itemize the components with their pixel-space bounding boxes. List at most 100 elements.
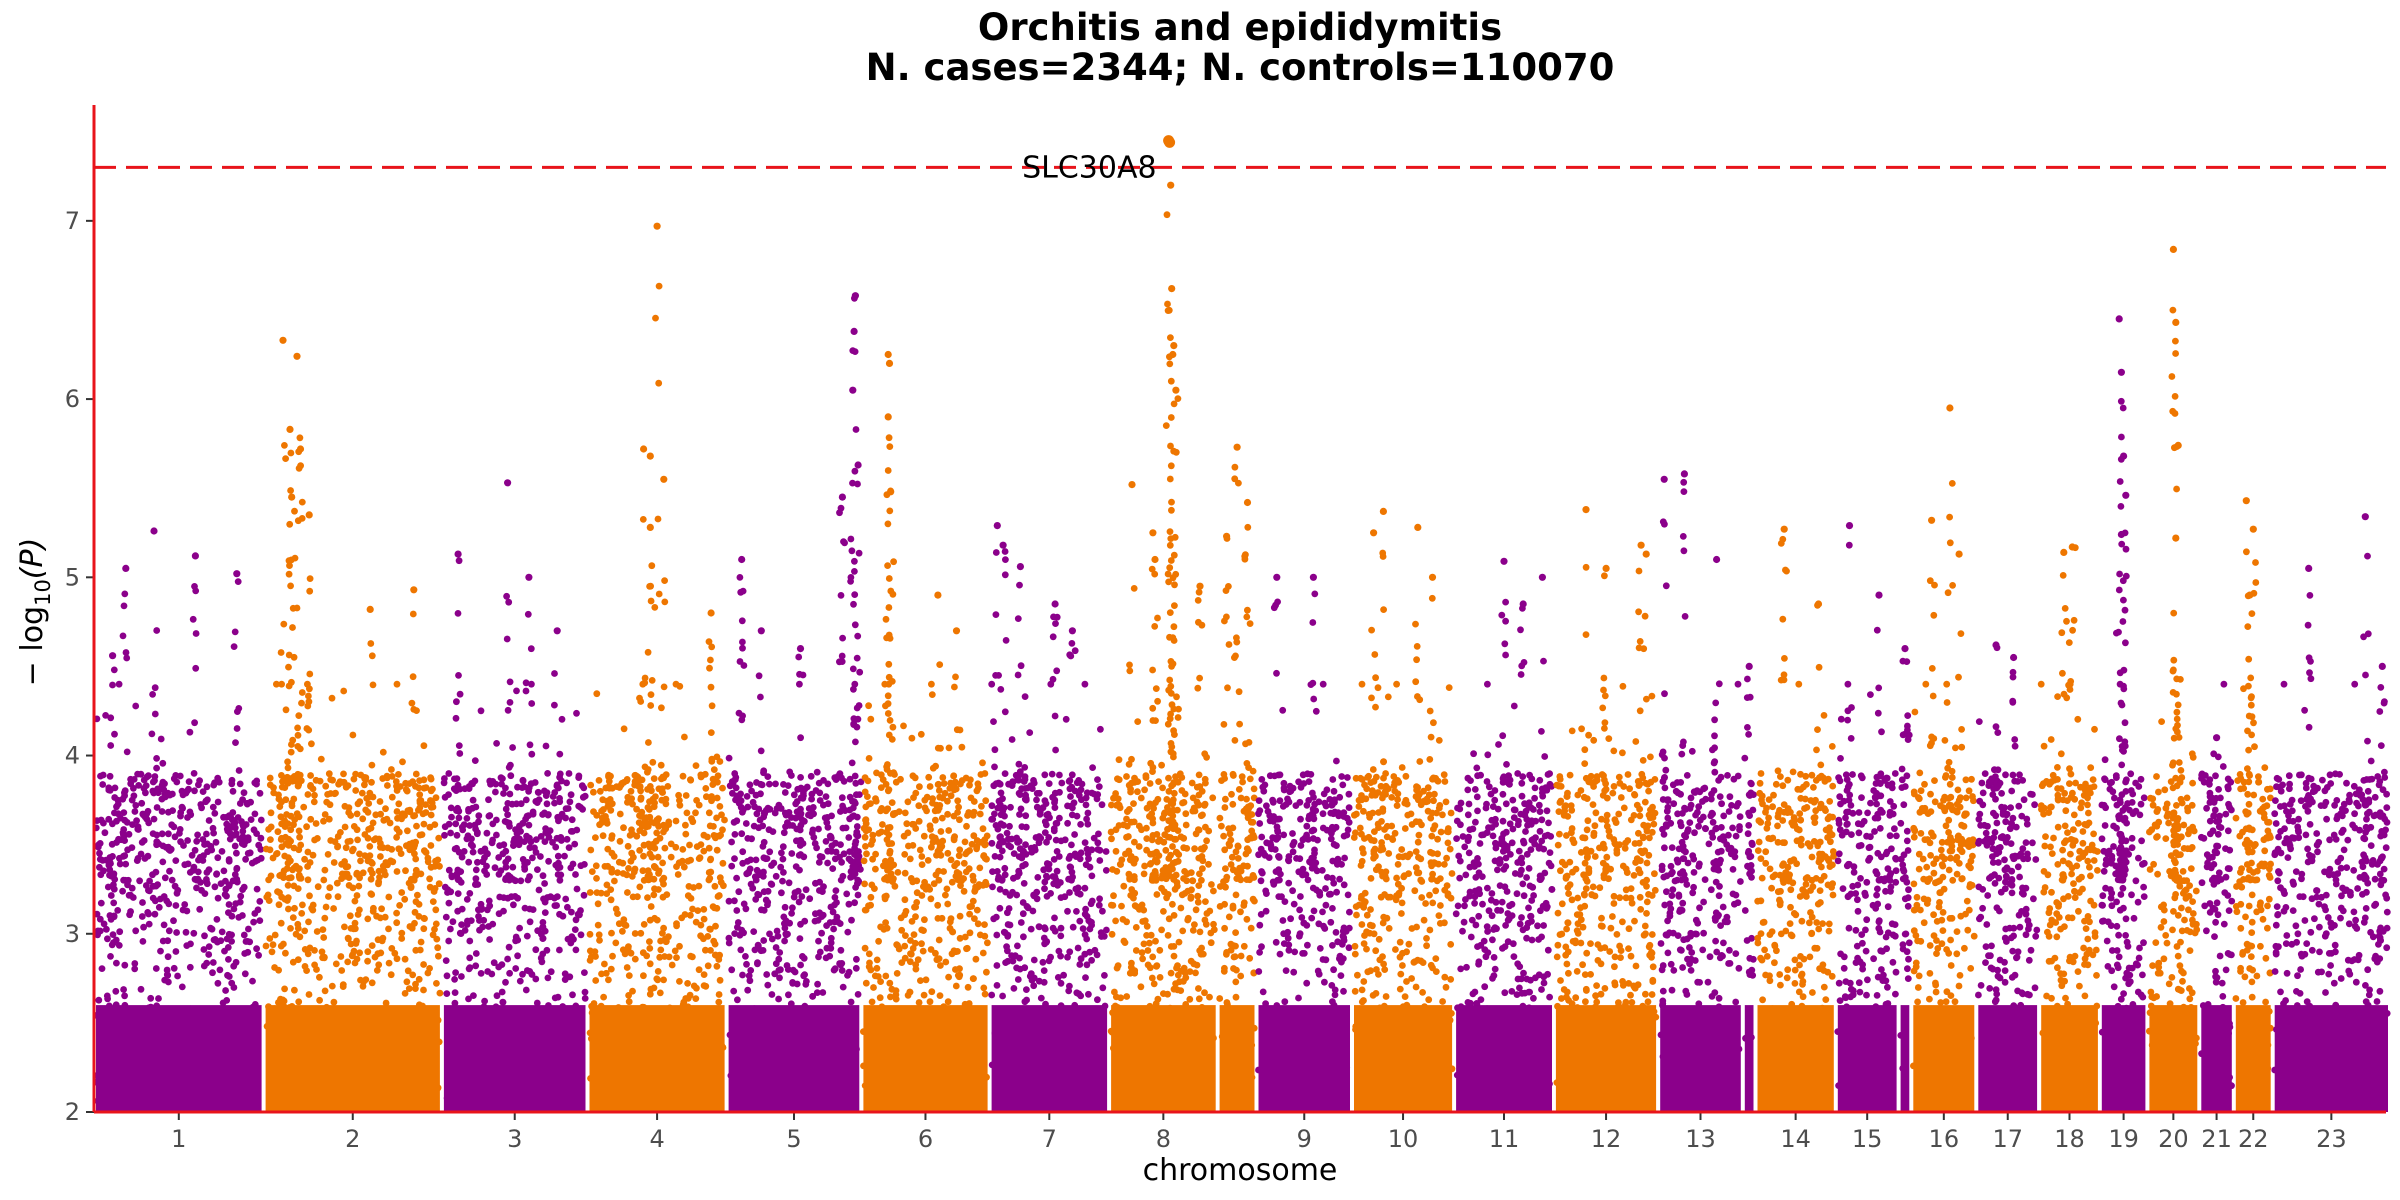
data-point (1053, 667, 1061, 675)
data-point (97, 772, 104, 780)
data-point (1086, 918, 1094, 926)
data-point (424, 854, 432, 862)
data-point (839, 802, 846, 810)
data-point (1138, 949, 1146, 956)
data-point (1259, 783, 1267, 791)
data-point (659, 859, 666, 867)
data-point (233, 725, 241, 732)
data-point (926, 783, 934, 790)
data-point (1160, 908, 1167, 915)
data-point (612, 939, 620, 947)
data-point (441, 823, 449, 831)
data-point (700, 971, 708, 978)
data-point (201, 932, 208, 940)
data-point (649, 758, 657, 766)
data-point (1367, 906, 1374, 913)
data-point (284, 820, 292, 827)
data-point (353, 870, 361, 878)
data-point (795, 837, 803, 845)
data-point (687, 952, 695, 960)
data-point (751, 873, 759, 881)
data-point (1196, 928, 1204, 936)
data-point (1271, 772, 1278, 780)
data-point (507, 772, 515, 780)
data-point (1175, 938, 1183, 946)
data-point (781, 789, 789, 796)
data-point (403, 978, 411, 986)
data-point (890, 558, 897, 566)
data-point (159, 759, 167, 767)
data-point (288, 741, 295, 748)
data-point (1050, 856, 1058, 863)
data-point (280, 997, 288, 1005)
data-point (690, 982, 698, 990)
data-point (628, 872, 636, 880)
data-point (1009, 778, 1017, 786)
data-point (969, 872, 977, 880)
data-point (551, 701, 558, 709)
data-point (186, 808, 194, 816)
data-point (773, 927, 781, 935)
data-point (934, 807, 942, 814)
data-point (123, 819, 131, 826)
data-point (311, 791, 318, 799)
data-point (1095, 830, 1102, 838)
data-point (523, 812, 531, 820)
data-point (445, 791, 452, 798)
data-point (750, 928, 758, 935)
data-point (304, 848, 312, 856)
data-point (1437, 828, 1445, 836)
data-point (728, 862, 736, 870)
data-point (122, 649, 130, 656)
data-point (853, 955, 860, 963)
data-point (1337, 972, 1345, 979)
data-point (1020, 880, 1028, 887)
data-point (274, 828, 282, 836)
data-point (1017, 919, 1025, 926)
data-point (879, 821, 886, 828)
data-point (1351, 987, 1359, 995)
data-point (277, 942, 285, 950)
data-point (561, 852, 568, 860)
data-point (628, 849, 636, 857)
data-point (700, 906, 708, 913)
data-point (733, 874, 740, 882)
data-point (160, 921, 168, 929)
data-point (746, 865, 754, 873)
data-point (681, 733, 688, 741)
data-point (640, 829, 648, 837)
data-point (1169, 660, 1177, 668)
data-point (396, 902, 403, 909)
data-point (196, 905, 204, 913)
data-point (577, 862, 585, 870)
data-point (937, 962, 944, 969)
data-point (514, 783, 521, 791)
data-point (152, 868, 160, 876)
data-point (1052, 620, 1059, 627)
data-point (420, 986, 427, 994)
data-point (228, 780, 236, 788)
data-point (886, 850, 894, 857)
data-point (1233, 638, 1241, 646)
data-point (1125, 781, 1133, 789)
data-point (815, 937, 822, 945)
data-point (784, 782, 792, 789)
data-point (1048, 770, 1056, 778)
data-point (330, 859, 338, 866)
data-point (1033, 803, 1041, 811)
data-point (997, 811, 1005, 819)
data-point (665, 953, 673, 961)
data-point (577, 804, 584, 811)
data-point (1193, 783, 1201, 791)
data-point (1333, 861, 1341, 868)
data-point (235, 705, 243, 712)
data-point (340, 687, 348, 695)
data-point (140, 785, 148, 792)
data-point (1116, 860, 1124, 868)
data-point (979, 759, 986, 767)
data-point (544, 770, 551, 777)
data-point (379, 934, 387, 942)
data-point (1358, 830, 1365, 838)
data-point (739, 859, 747, 867)
data-point (1418, 894, 1426, 901)
